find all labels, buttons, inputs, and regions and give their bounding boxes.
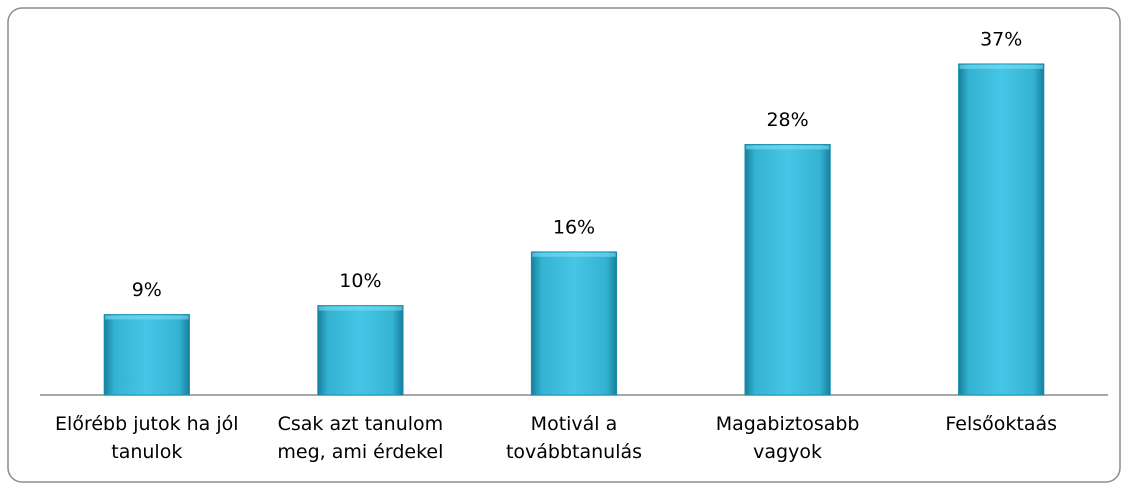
- bar: [317, 305, 404, 396]
- x-tick-label: Előrébb jutok ha jól tanulok: [55, 413, 239, 463]
- x-tick-label-box: Felsőoktaás: [945, 413, 1058, 435]
- data-label: 28%: [766, 109, 808, 131]
- bar-highlight: [959, 64, 1043, 69]
- bar-highlight: [105, 315, 189, 320]
- data-label: 37%: [980, 28, 1022, 50]
- x-tick-label: Felsőoktaás: [945, 413, 1058, 435]
- x-tick-label-box: Előrébb jutok ha jól tanulok: [55, 413, 239, 463]
- bar-highlight: [745, 145, 830, 150]
- bar-highlight: [318, 306, 403, 311]
- chart-frame: [7, 7, 1121, 483]
- x-tick-label-box: Motivál a továbbtanulás: [505, 413, 643, 463]
- data-label: 16%: [553, 216, 595, 238]
- x-tick-label-box: Magabiztosabb vagyok: [715, 413, 860, 463]
- x-tick-label: Motivál a továbbtanulás: [505, 413, 643, 463]
- bar: [530, 251, 618, 396]
- bar: [958, 63, 1045, 396]
- bar: [103, 314, 190, 396]
- x-tick-label: Csak azt tanulom meg, ami érdekel: [277, 413, 444, 463]
- bar: [744, 143, 831, 396]
- x-tick-label-box: Csak azt tanulom meg, ami érdekel: [277, 413, 444, 463]
- x-tick-label: Magabiztosabb vagyok: [715, 413, 860, 463]
- data-label: 9%: [132, 279, 162, 301]
- data-label: 10%: [339, 270, 381, 292]
- bar-highlight: [532, 252, 616, 257]
